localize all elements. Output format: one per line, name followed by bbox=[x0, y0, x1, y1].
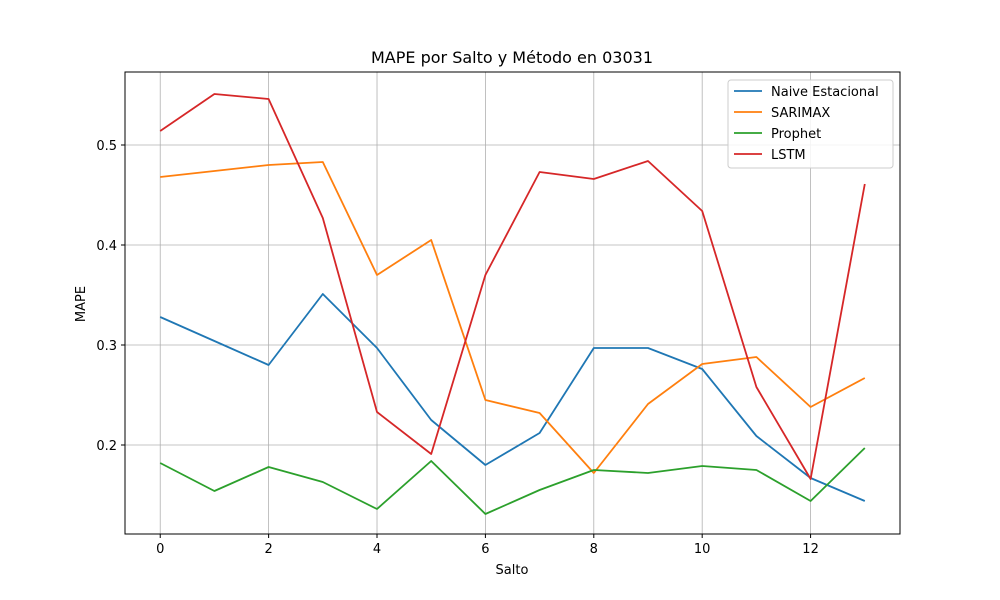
legend-box bbox=[727, 79, 894, 169]
series-line-naive-estacional bbox=[159, 293, 866, 502]
series-line-prophet bbox=[159, 447, 866, 515]
x-tick-label: 10 bbox=[694, 542, 711, 557]
x-tick-label: 8 bbox=[590, 542, 598, 557]
y-tick-label: 0.2 bbox=[96, 439, 117, 454]
y-axis-ticks: 0.2 0.3 0.4 0.5 bbox=[96, 139, 125, 454]
legend: Naive Estacional SARIMAX Prophet LSTM bbox=[727, 79, 894, 169]
series-line-lstm bbox=[159, 93, 866, 480]
x-tick-label: 4 bbox=[373, 542, 381, 557]
y-tick-label: 0.3 bbox=[96, 339, 117, 354]
series-lines bbox=[159, 93, 866, 515]
y-axis-label: MAPE bbox=[74, 286, 89, 322]
x-tick-label: 2 bbox=[264, 542, 272, 557]
x-tick-label: 6 bbox=[481, 542, 489, 557]
legend-label-naive-estacional: Naive Estacional bbox=[771, 85, 879, 100]
y-tick-label: 0.4 bbox=[96, 239, 117, 254]
legend-label-lstm: LSTM bbox=[771, 148, 806, 163]
chart-title: MAPE por Salto y Método en 03031 bbox=[371, 48, 653, 67]
x-tick-label: 12 bbox=[802, 542, 819, 557]
x-axis-label: Salto bbox=[496, 563, 529, 578]
x-axis-ticks: 0 2 4 6 8 10 12 bbox=[156, 534, 819, 557]
y-tick-label: 0.5 bbox=[96, 139, 117, 154]
legend-label-prophet: Prophet bbox=[771, 127, 821, 142]
x-tick-label: 0 bbox=[156, 542, 164, 557]
legend-label-sarimax: SARIMAX bbox=[771, 106, 830, 121]
plot-frame bbox=[124, 71, 901, 535]
